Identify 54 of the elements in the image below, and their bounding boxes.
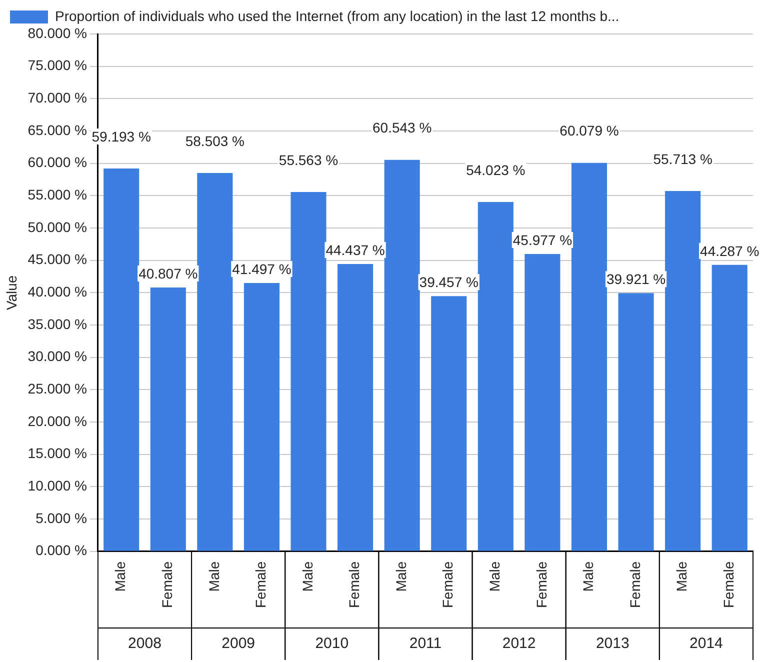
data-label: 44.437 %	[326, 242, 385, 258]
data-label: 45.977 %	[512, 232, 572, 248]
y-tick-label: 80.000 %	[28, 24, 87, 41]
y-tick-label: 15.000 %	[28, 445, 87, 462]
y-tick-label: 40.000 %	[28, 284, 87, 300]
data-label: 58.503 %	[185, 132, 245, 149]
text: 2009	[222, 635, 256, 652]
y-tick-label: 60.000 %	[28, 154, 87, 170]
y-tick-label: 55.000 %	[28, 186, 87, 203]
text: 2011	[409, 635, 442, 652]
y-tick-label: 20.000 %	[28, 412, 87, 429]
y-tick-label: 45.000 %	[28, 251, 87, 268]
x-tick-label: Female	[440, 561, 456, 608]
y-tick-label: 5.000 %	[36, 510, 87, 526]
y-tick-label: 35.000 %	[28, 316, 87, 332]
x-tick-label: Female	[720, 561, 736, 608]
legend-label: Proportion of individuals who used the Internet (from any location) in the last 12 months b...	[55, 8, 620, 24]
data-label: 54.023 %	[466, 162, 526, 178]
x-tick-label: Female	[533, 561, 550, 608]
y-tick-label: 50.000 %	[28, 218, 87, 235]
data-label: 39.457 %	[419, 274, 478, 290]
data-label: 60.543 %	[372, 120, 432, 136]
x-tick-label: Female	[159, 561, 175, 608]
x-tick-label: Male	[392, 561, 409, 592]
x-tick-label: Female	[626, 561, 643, 608]
text: 2014	[690, 635, 723, 652]
y-tick-label: 70.000 %	[28, 90, 87, 106]
data-label: 55.713 %	[653, 150, 712, 167]
y-axis-title: Value	[3, 275, 20, 310]
data-label: 55.563 %	[278, 152, 338, 168]
text: 2010	[315, 635, 349, 652]
y-tick-label: 30.000 %	[28, 348, 87, 364]
data-label: 41.497 %	[232, 260, 292, 277]
y-tick-label: 0.000 %	[36, 542, 87, 558]
x-tick-label: Female	[252, 561, 269, 608]
y-tick-label: 75.000 %	[28, 57, 87, 74]
y-tick-label: 65.000 %	[28, 122, 87, 138]
data-label: 44.287 %	[700, 242, 760, 259]
data-label: 39.921 %	[606, 271, 666, 288]
x-tick-label: Male	[580, 561, 596, 592]
x-tick-label: Female	[346, 561, 362, 608]
x-tick-label: Male	[486, 561, 503, 592]
text: 2008	[128, 635, 162, 652]
x-tick-label: Male	[112, 561, 128, 592]
data-label: 40.807 %	[138, 265, 198, 282]
x-tick-label: Male	[206, 561, 222, 592]
data-label: 59.193 %	[92, 128, 151, 144]
x-tick-label: Male	[299, 561, 316, 592]
y-tick-label: 10.000 %	[28, 478, 87, 494]
y-tick-label: 25.000 %	[28, 380, 87, 397]
text: 2012	[502, 635, 536, 652]
text: 2013	[596, 635, 630, 652]
data-label: 60.079 %	[560, 122, 619, 139]
x-tick-label: Male	[674, 561, 690, 592]
